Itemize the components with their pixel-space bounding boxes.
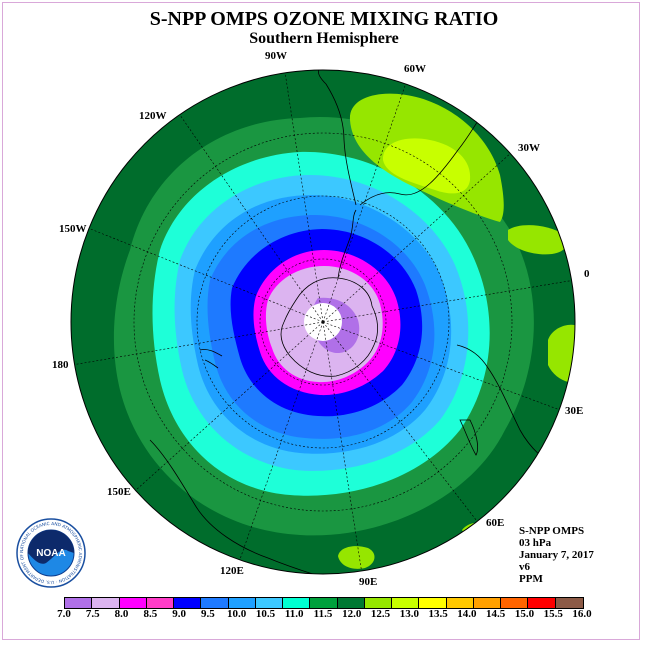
colorbar-segment <box>446 598 474 608</box>
colorbar-segment <box>473 598 501 608</box>
colorbar-segment <box>501 598 529 608</box>
lon-label-60e: 60E <box>486 517 505 529</box>
colorbar-segment <box>364 598 392 608</box>
colorbar-segment <box>310 598 338 608</box>
page-title: S-NPP OMPS OZONE MIXING RATIO <box>149 8 499 30</box>
colorbar-label: 11.5 <box>313 608 333 620</box>
coast-new-zealand <box>199 349 223 369</box>
info-level: 03 hPa <box>519 537 552 549</box>
logo-bird <box>28 530 74 564</box>
colorbar-label: 15.5 <box>543 608 563 620</box>
coast-antarctic-peninsula <box>337 209 357 279</box>
coast-australia <box>149 439 317 574</box>
colorbar-segment <box>174 598 202 608</box>
colorbar-label: 10.5 <box>255 608 276 620</box>
colorbar-label: 7.5 <box>85 608 100 620</box>
colorbar-label: 11.0 <box>284 608 304 620</box>
colorbar-segment <box>65 598 93 608</box>
colorbar-segment <box>201 598 229 608</box>
info-version: v6 <box>519 561 530 573</box>
colorbar-label: 14.5 <box>486 608 506 620</box>
colorbar-label: 13.5 <box>428 608 448 620</box>
coast-antarctica <box>280 277 378 377</box>
colorbar-label: 13.0 <box>399 608 419 620</box>
latitude-circle-2 <box>196 195 450 449</box>
field-lime-east <box>508 225 567 255</box>
coast-south-america-east <box>359 107 487 206</box>
noaa-logo: NATIONAL OCEANIC AND ATMOSPHERIC ADMINIS… <box>16 518 86 588</box>
info-instrument: S-NPP OMPS <box>519 525 585 537</box>
lon-label-30w: 30W <box>518 142 540 154</box>
meridian-90e <box>322 321 363 574</box>
coast-south-america <box>318 70 357 206</box>
colorbar-label: 12.0 <box>342 608 362 620</box>
colorbar-label: 14.0 <box>457 608 477 620</box>
colorbar-label: 8.5 <box>143 608 158 620</box>
colorbar-segment <box>92 598 120 608</box>
colorbar-label: 7.0 <box>57 608 71 620</box>
field-yellow-green <box>382 138 471 194</box>
meridian-180 <box>71 321 324 366</box>
globe-outline <box>70 69 576 575</box>
latitude-circle-3 <box>133 132 513 512</box>
colorbar-segment <box>337 598 365 608</box>
lon-label-150e: 150E <box>107 486 131 498</box>
ozone-field <box>71 70 575 574</box>
colorbar-label: 12.5 <box>370 608 391 620</box>
meridian-60e <box>322 321 481 526</box>
colorbar-label: 10.0 <box>227 608 247 620</box>
colorbar-segment <box>392 598 420 608</box>
lon-label-90w: 90W <box>265 50 287 62</box>
colorbar-segment <box>528 598 556 608</box>
meridian-120e <box>237 321 324 566</box>
colorbar-labels: 7.0 7.5 8.0 8.5 9.0 9.5 10.0 10.5 11.0 11.5 12.0 12… <box>0 608 648 622</box>
meridian-60w <box>322 79 408 323</box>
lon-label-120e: 120E <box>220 565 244 577</box>
lon-label-90e: 90E <box>359 576 378 588</box>
coastlines <box>149 70 575 574</box>
coast-madagascar <box>459 419 478 456</box>
info-panel: S-NPP OMPS 03 hPa January 7, 2017 v6 PPM <box>519 525 594 585</box>
colorbar-segment <box>283 598 311 608</box>
colorbar-segment <box>146 598 174 608</box>
lon-label-150w: 150W <box>59 223 87 235</box>
latitude-circle-1 <box>259 258 387 386</box>
lon-label-120w: 120W <box>139 110 167 122</box>
field-lime-bottom <box>338 546 375 569</box>
meridian-120w <box>179 114 324 323</box>
colorbar-label: 8.0 <box>114 608 129 620</box>
meridian-150e <box>135 321 324 491</box>
info-date: January 7, 2017 <box>519 549 594 561</box>
colorbar-segment <box>555 598 583 608</box>
logo-text: NOAA <box>36 548 65 559</box>
info-units: PPM <box>519 573 543 585</box>
colorbar-segment <box>228 598 256 608</box>
colorbar-label: 9.5 <box>201 608 215 620</box>
colorbar-label: 15.0 <box>514 608 535 620</box>
colorbar-segment <box>255 598 283 608</box>
lon-label-0: 0 <box>584 268 590 280</box>
colorbar-segment <box>119 598 147 608</box>
graticule <box>71 71 575 574</box>
colorbar-label: 9.0 <box>172 608 186 620</box>
lon-label-60w: 60W <box>404 63 426 75</box>
colorbar-segment <box>419 598 447 608</box>
page-subtitle: Southern Hemisphere <box>249 30 399 47</box>
lon-label-180: 180 <box>52 359 69 371</box>
meridian-0 <box>322 279 575 323</box>
lon-label-30e: 30E <box>565 405 584 417</box>
colorbar <box>64 597 584 609</box>
colorbar-label: 16.0 <box>572 608 592 620</box>
page-frame <box>2 2 640 640</box>
